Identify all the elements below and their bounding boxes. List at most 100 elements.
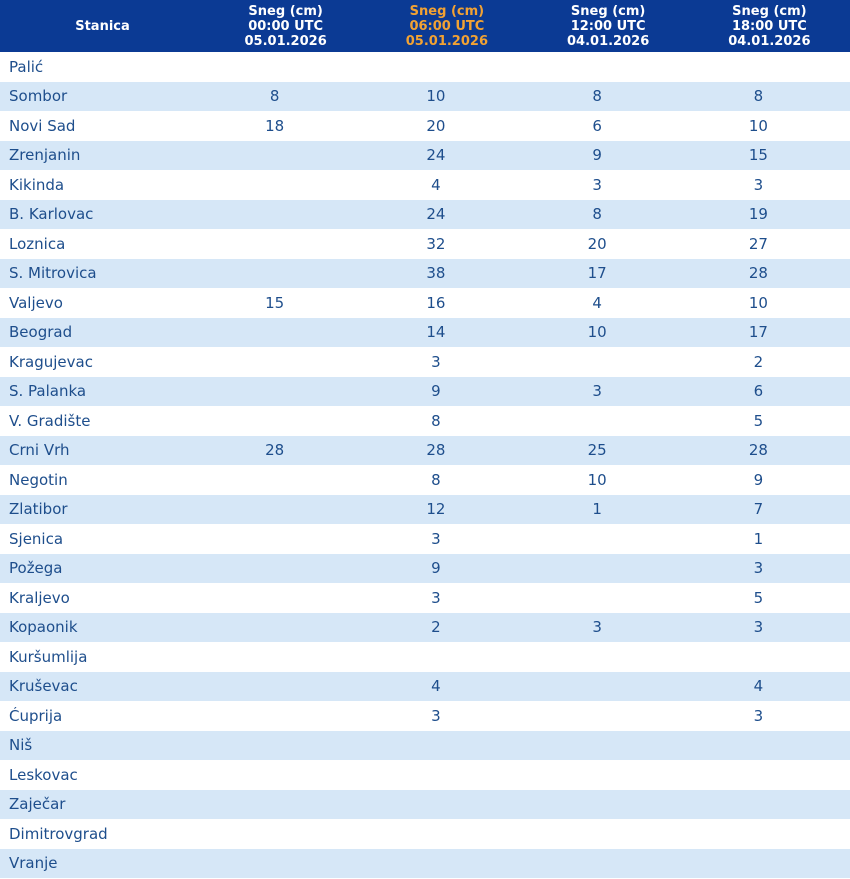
station-name: Kraljevo [9, 588, 70, 607]
snow-value: 10 [426, 87, 446, 106]
column-time-label: 06:00 UTC [409, 18, 485, 34]
snow-value: 17 [748, 323, 768, 342]
column-param-label: Sneg (cm) [409, 3, 485, 19]
column-time-label: 18:00 UTC [731, 18, 807, 34]
snow-value: 19 [748, 205, 768, 224]
snow-value: 8 [431, 411, 441, 430]
station-name: Palić [9, 57, 44, 76]
station-name: Valjevo [9, 293, 63, 312]
column-date-label: 04.01.2026 [728, 33, 811, 49]
column-param-label: Sneg (cm) [732, 3, 807, 19]
snow-value: 27 [748, 234, 768, 253]
station-name: B. Karlovac [9, 205, 94, 224]
snow-value: 3 [431, 706, 441, 725]
table-row: Zlatibor 12 1 7 [0, 494, 850, 524]
snow-value: 16 [426, 293, 446, 312]
snow-value: 2 [753, 352, 764, 371]
station-name: Crni Vrh [9, 441, 70, 460]
station-name: Zaječar [9, 795, 66, 814]
snow-value: 14 [426, 323, 446, 342]
snow-value: 10 [748, 116, 768, 135]
table-row: Kraljevo 3 5 [0, 583, 850, 613]
snow-value: 8 [269, 87, 280, 106]
station-name: Kikinda [9, 175, 65, 194]
station-name: Novi Sad [9, 116, 76, 135]
snow-value: 7 [753, 500, 764, 519]
snow-value: 6 [753, 382, 764, 401]
station-name: S. Palanka [9, 382, 87, 401]
snow-value: 32 [426, 234, 446, 253]
column-date-label: 05.01.2026 [405, 33, 488, 49]
snow-value: 4 [592, 293, 602, 312]
snow-value: 3 [592, 175, 602, 194]
snow-value: 1 [592, 500, 602, 519]
table-row: Zrenjanin 24 9 15 [0, 140, 850, 170]
station-column-header: Stanica [0, 0, 205, 52]
table-row: Požega 9 3 [0, 553, 850, 583]
column-time-label: 12:00 UTC [570, 18, 646, 34]
column-time-label: 00:00 UTC [248, 18, 324, 34]
table-row: S. Mitrovica 38 17 28 [0, 258, 850, 288]
table-row: V. Gradište 8 5 [0, 406, 850, 436]
snow-value: 3 [592, 618, 602, 637]
snow-value: 20 [426, 116, 446, 135]
snow-value: 5 [753, 411, 764, 430]
column-header-12utc: Sneg (cm) 12:00 UTC 04.01.2026 [528, 0, 689, 52]
station-name: Kuršumlija [9, 647, 88, 666]
table-row: Kuršumlija [0, 642, 850, 672]
snow-value: 28 [265, 441, 285, 460]
table-row: Dimitrovgrad [0, 819, 850, 849]
snow-value: 8 [592, 87, 602, 106]
column-date-label: 05.01.2026 [244, 33, 327, 49]
column-header-00utc: Sneg (cm) 00:00 UTC 05.01.2026 [205, 0, 366, 52]
station-name: Dimitrovgrad [9, 824, 108, 843]
table-row: B. Karlovac 24 8 19 [0, 199, 850, 229]
snow-value: 2 [431, 618, 441, 637]
table-body: Palić Sombor 8 10 8 8 Novi Sad 18 20 6 10 Zrenjanin… [0, 52, 850, 878]
table-row: Vranje [0, 848, 850, 878]
table-row: Beograd 14 10 17 [0, 317, 850, 347]
table-row: Crni Vrh 28 28 25 28 [0, 435, 850, 465]
table-row: Loznica 32 20 27 [0, 229, 850, 259]
column-header-18utc: Sneg (cm) 18:00 UTC 04.01.2026 [689, 0, 850, 52]
column-param-label: Sneg (cm) [248, 3, 323, 19]
station-name: Zlatibor [9, 500, 68, 519]
snow-value: 3 [753, 706, 764, 725]
table-row: Valjevo 15 16 4 10 [0, 288, 850, 318]
snow-value: 4 [431, 677, 441, 696]
snow-value: 12 [426, 500, 446, 519]
snow-value: 5 [753, 588, 764, 607]
table-row: Leskovac [0, 760, 850, 790]
snow-value: 3 [431, 352, 441, 371]
station-name: Kragujevac [9, 352, 93, 371]
snow-value: 9 [431, 382, 441, 401]
station-name: Zrenjanin [9, 146, 81, 165]
snow-value: 20 [587, 234, 607, 253]
table-row: Ćuprija 3 3 [0, 701, 850, 731]
column-date-label: 04.01.2026 [567, 33, 650, 49]
station-name: Sjenica [9, 529, 64, 548]
table-row: Kragujevac 3 2 [0, 347, 850, 377]
snow-value: 25 [587, 441, 607, 460]
table-row: S. Palanka 9 3 6 [0, 376, 850, 406]
table-row: Kopaonik 2 3 3 [0, 612, 850, 642]
station-name: Beograd [9, 323, 73, 342]
station-name: Ćuprija [9, 706, 63, 725]
table-row: Zaječar [0, 789, 850, 819]
table-row: Negotin 8 10 9 [0, 465, 850, 495]
snow-value: 9 [592, 146, 602, 165]
snow-value: 3 [753, 175, 764, 194]
table-row: Kikinda 4 3 3 [0, 170, 850, 200]
snow-value: 9 [753, 470, 764, 489]
snow-value: 8 [592, 205, 602, 224]
snow-value: 24 [426, 146, 446, 165]
snow-value: 28 [748, 264, 768, 283]
column-param-label: Sneg (cm) [570, 3, 646, 19]
station-name: S. Mitrovica [9, 264, 97, 283]
snow-value: 1 [753, 529, 764, 548]
snow-value: 6 [592, 116, 602, 135]
snow-value: 8 [431, 470, 441, 489]
snow-value: 17 [587, 264, 607, 283]
station-name: Loznica [9, 234, 66, 253]
